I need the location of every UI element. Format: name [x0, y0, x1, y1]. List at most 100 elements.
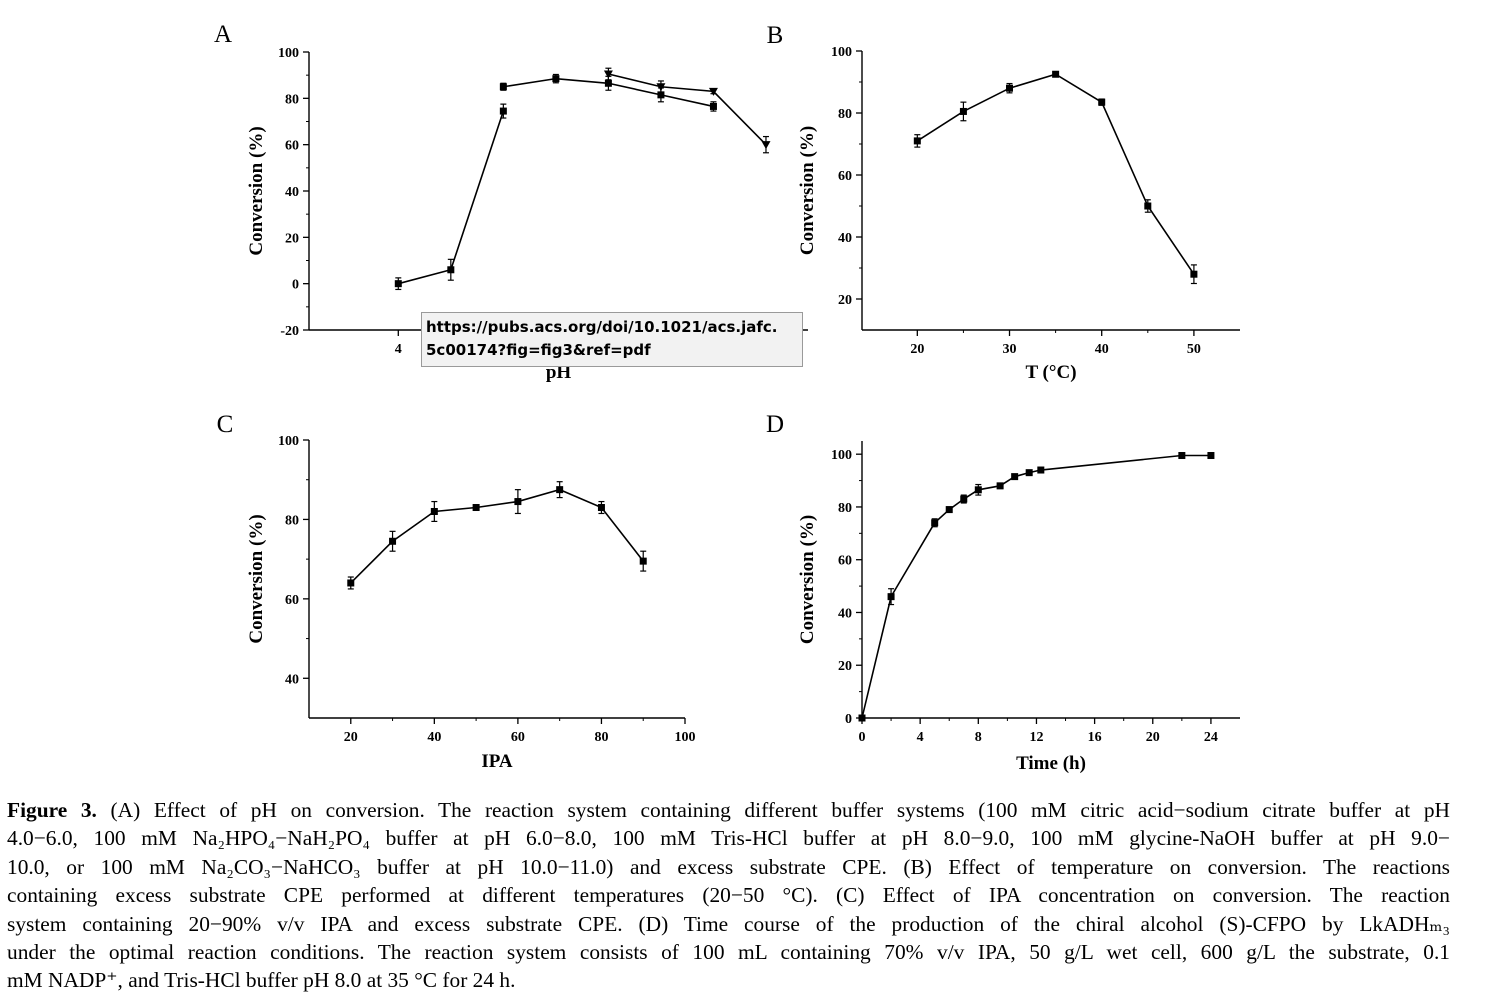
x-tick-label-c: 80 [594, 730, 608, 745]
y-tick-label-d: 100 [831, 448, 852, 463]
data-point-c [556, 486, 564, 494]
y-tick-label-a: 20 [285, 231, 299, 246]
series-line-b-0 [916, 73, 1195, 275]
data-point-c [514, 498, 522, 506]
series-line-a-2 [608, 73, 767, 146]
x-tick-label-d: 20 [1146, 730, 1160, 745]
data-point-d [931, 519, 939, 527]
data-point-a [709, 102, 717, 110]
y-tick-label-a: 0 [292, 278, 299, 293]
data-point-b [959, 107, 967, 115]
x-axis-label-d: Time (h) [1016, 753, 1086, 774]
y-tick-label-d: 0 [845, 712, 852, 727]
data-point-d [1025, 469, 1033, 477]
y-axis-label-d: Conversion (%) [797, 515, 818, 644]
data-point-a [657, 91, 665, 99]
data-point-d [996, 482, 1004, 490]
x-tick-label-b: 30 [1003, 342, 1017, 357]
x-tick-label-a: 4 [395, 342, 402, 357]
data-point-c [347, 579, 355, 587]
x-tick-label-c: 40 [427, 730, 441, 745]
y-tick-label-a: -20 [280, 324, 299, 339]
panel-c: C 40 60 80 100 20 40 60 80 100 IPA Conversion (%) [217, 411, 696, 772]
y-tick-label-c: 80 [285, 513, 299, 528]
caption-line-6: under the optimal reaction conditions. T… [7, 940, 1450, 965]
y-tick-label-d: 60 [838, 554, 852, 569]
data-point-a [604, 79, 612, 87]
data-point-d [1178, 452, 1186, 460]
y-tick-label-d: 80 [838, 501, 852, 516]
y-axis-label-c: Conversion (%) [246, 514, 267, 643]
series-line-d-0 [861, 454, 1211, 719]
x-tick-label-b: 50 [1187, 342, 1201, 357]
y-tick-label-d: 40 [838, 606, 852, 621]
panel-letter-d: D [766, 411, 784, 438]
tooltip-url-line-1: https://pubs.acs.org/doi/10.1021/acs.jaf… [426, 318, 778, 336]
y-tick-label-c: 40 [285, 672, 299, 687]
y-tick-label-b: 20 [838, 293, 852, 308]
data-point-c [597, 504, 605, 512]
data-point-b [913, 137, 921, 145]
x-tick-label-d: 24 [1204, 730, 1218, 745]
data-point-c [639, 557, 647, 565]
data-point-b [1006, 84, 1014, 92]
figure-caption: Figure 3. (A) Effect of pH on conversion… [7, 796, 1450, 995]
data-point-d [887, 593, 895, 601]
y-tick-label-a: 60 [285, 139, 299, 154]
series-line-c-0 [350, 488, 644, 584]
y-tick-label-b: 100 [831, 45, 852, 60]
x-tick-label-d: 4 [917, 730, 924, 745]
y-tick-label-b: 60 [838, 169, 852, 184]
data-point-b [1098, 98, 1106, 106]
x-axis-label-a: pH [546, 362, 572, 383]
data-point-d [945, 506, 953, 514]
x-tick-label-d: 8 [975, 730, 982, 745]
y-tick-label-c: 100 [278, 434, 299, 449]
url-tooltip[interactable]: https://pubs.acs.org/doi/10.1021/acs.jaf… [421, 312, 803, 367]
series-line-a-0 [398, 110, 505, 285]
caption-line-1-text: (A) Effect of pH on conversion. The reac… [96, 798, 1451, 822]
data-point-d [1011, 473, 1019, 481]
x-tick-label-d: 12 [1029, 730, 1043, 745]
data-point-a [447, 266, 455, 274]
data-point-c [389, 537, 397, 545]
caption-line-2: 4.0−6.0, 100 mM Na₂HPO₄−NaH₂PO₄ buffer a… [7, 826, 1450, 851]
y-axis-label-a: Conversion (%) [246, 126, 267, 255]
y-tick-label-b: 40 [838, 231, 852, 246]
x-tick-label-d: 16 [1088, 730, 1102, 745]
x-tick-label-c: 60 [511, 730, 525, 745]
data-point-a [708, 87, 718, 96]
y-tick-label-a: 40 [285, 185, 299, 200]
x-tick-label-c: 100 [675, 730, 696, 745]
data-point-d [1037, 466, 1045, 474]
data-point-a [552, 75, 560, 83]
y-tick-label-a: 80 [285, 92, 299, 107]
data-point-b [1190, 270, 1198, 278]
caption-line-1: Figure 3. (A) Effect of pH on conversion… [7, 796, 1450, 824]
x-tick-label-b: 40 [1095, 342, 1109, 357]
y-tick-label-c: 60 [285, 593, 299, 608]
data-point-b [1052, 70, 1060, 78]
panel-b: B 20 40 60 80 100 20 30 40 50 T (°C) Conversion (%) [767, 22, 1240, 383]
data-point-a [603, 70, 613, 79]
panel-a: A -20 0 20 40 60 80 100 4 pH Conversion (%) [214, 21, 808, 383]
x-tick-label-b: 20 [910, 342, 924, 357]
y-axis-label-b: Conversion (%) [797, 126, 818, 255]
tooltip-url-line-2: 5c00174?fig=fig3&ref=pdf [426, 341, 651, 359]
data-point-a [656, 83, 666, 92]
caption-line-4: containing excess substrate CPE performe… [7, 883, 1450, 908]
x-tick-label-c: 20 [344, 730, 358, 745]
y-tick-label-d: 20 [838, 659, 852, 674]
x-axis-label-b: T (°C) [1025, 362, 1076, 383]
data-point-a [761, 141, 771, 150]
data-point-d [1207, 452, 1215, 460]
caption-line-3: 10.0, or 100 mM Na₂CO₃−NaHCO₃ buffer at … [7, 854, 1450, 879]
y-tick-label-a: 100 [278, 46, 299, 61]
x-axis-label-c: IPA [481, 751, 513, 772]
data-point-d [960, 495, 968, 503]
panel-d: D 0 20 40 60 80 100 0 4 8 12 16 20 24 Time (h) Conversi… [766, 411, 1240, 774]
data-point-a [394, 280, 402, 288]
x-tick-label-d: 0 [859, 730, 866, 745]
data-point-c [430, 507, 438, 515]
